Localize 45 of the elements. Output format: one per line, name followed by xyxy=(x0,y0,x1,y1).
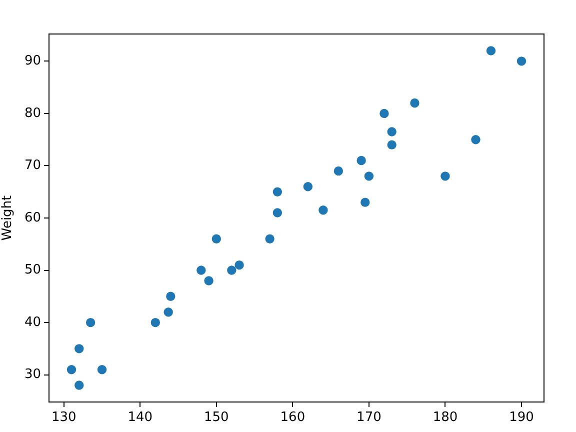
x-tick-label: 180 xyxy=(432,410,458,426)
point xyxy=(196,266,206,275)
point xyxy=(164,307,173,317)
point xyxy=(150,318,160,328)
y-tick-label: 50 xyxy=(24,262,41,278)
point xyxy=(66,364,76,374)
point xyxy=(364,172,374,181)
y-tick-label: 30 xyxy=(24,367,41,382)
point xyxy=(272,208,282,218)
point xyxy=(516,56,526,66)
point xyxy=(227,266,236,275)
point xyxy=(204,276,214,286)
point xyxy=(272,187,282,196)
point xyxy=(387,140,396,150)
point xyxy=(303,182,313,192)
point xyxy=(410,98,420,108)
y-tick-label: 90 xyxy=(24,54,41,69)
point xyxy=(97,364,107,374)
point xyxy=(486,46,496,56)
point xyxy=(166,292,176,302)
x-tick-label: 190 xyxy=(509,410,534,426)
point xyxy=(74,380,84,390)
point xyxy=(265,234,274,244)
x-tick-label: 160 xyxy=(280,410,306,426)
y-tick-label: 80 xyxy=(24,106,41,121)
x-tick-label: 140 xyxy=(128,410,153,426)
x-tick-label: 170 xyxy=(356,410,382,426)
point xyxy=(471,134,480,144)
point xyxy=(86,318,96,328)
point xyxy=(234,260,244,270)
point xyxy=(74,344,84,354)
point xyxy=(440,172,450,181)
point xyxy=(318,206,328,215)
point xyxy=(380,108,389,118)
y-tick-label: 40 xyxy=(24,314,41,330)
point xyxy=(360,198,370,207)
point xyxy=(212,234,222,244)
x-tick-label: 150 xyxy=(204,410,229,426)
y-tick-label: 60 xyxy=(24,210,41,226)
point xyxy=(387,127,396,136)
point xyxy=(356,156,366,166)
y-axis-title: Weight xyxy=(0,195,16,241)
x-tick-label: 130 xyxy=(51,410,76,426)
y-tick-label: 70 xyxy=(24,158,41,174)
point xyxy=(334,166,344,176)
